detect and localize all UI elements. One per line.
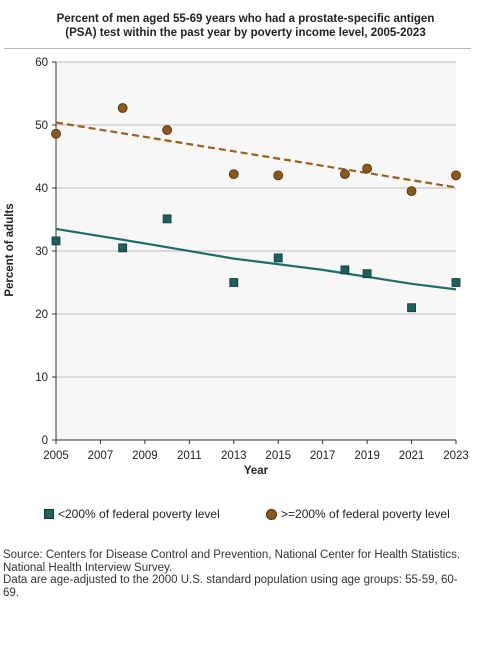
trend-line-series-1 [55,227,457,291]
data-point-below-200 [118,243,128,253]
source-line-4: 69. [3,586,19,599]
axes-layer: 0 10 20 30 40 50 60 2005 2007 2009 2011 2013 2015 201… [35,57,469,462]
x-tick-label: 2013 [221,450,247,462]
data-point-above-200 [273,170,284,181]
data-point-above-200 [117,103,128,113]
data-point-below-200 [407,303,416,313]
y-tick-label: 40 [35,183,48,195]
x-tick-label: 2009 [132,450,158,462]
x-tick-label: 2021 [399,450,425,462]
y-axis-label: Percent of adults [4,203,16,296]
chart-title-line-1: Percent of men aged 55-69 years who had … [56,13,435,25]
y-tick-label: 30 [35,246,48,258]
y-tick-label: 0 [42,435,48,447]
data-point-below-200 [362,269,372,279]
data-point-above-200 [451,170,461,181]
data-point-below-200 [451,278,461,287]
data-point-above-200 [339,169,350,180]
x-tick-label: 2005 [43,450,69,462]
chart-title: Percent of men aged 55-69 years who had … [0,12,491,40]
y-tick-label: 10 [35,372,48,384]
x-tick-label: 2017 [310,450,336,462]
data-point-above-200 [406,186,417,197]
grid-layer [56,61,456,440]
data-point-below-200 [229,278,239,287]
marks-layer [51,103,461,313]
source-line-3: Data are age-adjusted to the 2000 U.S. s… [3,574,458,586]
legend-item-below-200: <200% of federal poverty level [44,507,220,521]
data-point-above-200 [362,163,373,174]
y-tick-label: 50 [35,120,48,132]
x-tick-label: 2019 [354,450,380,462]
legend-circle-marker-icon [266,508,277,520]
chart-title-line-2: (PSA) test within the past year by pover… [65,27,426,39]
data-point-below-200 [273,253,283,263]
title-divider [4,48,471,49]
x-tick-label: 2011 [177,450,202,462]
data-point-above-200 [162,125,173,135]
y-tick-label: 60 [35,57,48,69]
y-tick-label: 20 [35,309,48,321]
data-point-below-200 [51,236,61,246]
data-point-below-200 [340,265,350,275]
source-line-1: Source: Centers for Disease Control and … [3,549,461,561]
data-point-above-200 [228,169,239,180]
data-point-above-200 [51,128,61,139]
legend-label-below-200: <200% of federal poverty level [58,507,220,521]
legend-square-marker-icon [44,509,54,519]
x-axis-label: Year [244,465,269,477]
trend-layer [55,121,457,291]
x-tick-label: 2015 [265,450,291,462]
legend-label-above-200: >=200% of federal poverty level [281,507,450,521]
trend-line-series-2 [55,121,457,189]
plot-area: 0 10 20 30 40 50 60 2005 2007 2009 2011 2013 2015 201… [4,57,469,477]
source-line-2: National Health Interview Survey. [3,561,173,574]
legend: <200% of federal poverty level >=200% of… [0,507,491,525]
x-tick-label: 2007 [88,450,114,462]
data-point-below-200 [162,214,172,224]
legend-item-above-200: >=200% of federal poverty level [266,507,450,521]
source-note: Source: Centers for Disease Control and … [3,549,487,599]
x-tick-label: 2023 [443,450,469,462]
